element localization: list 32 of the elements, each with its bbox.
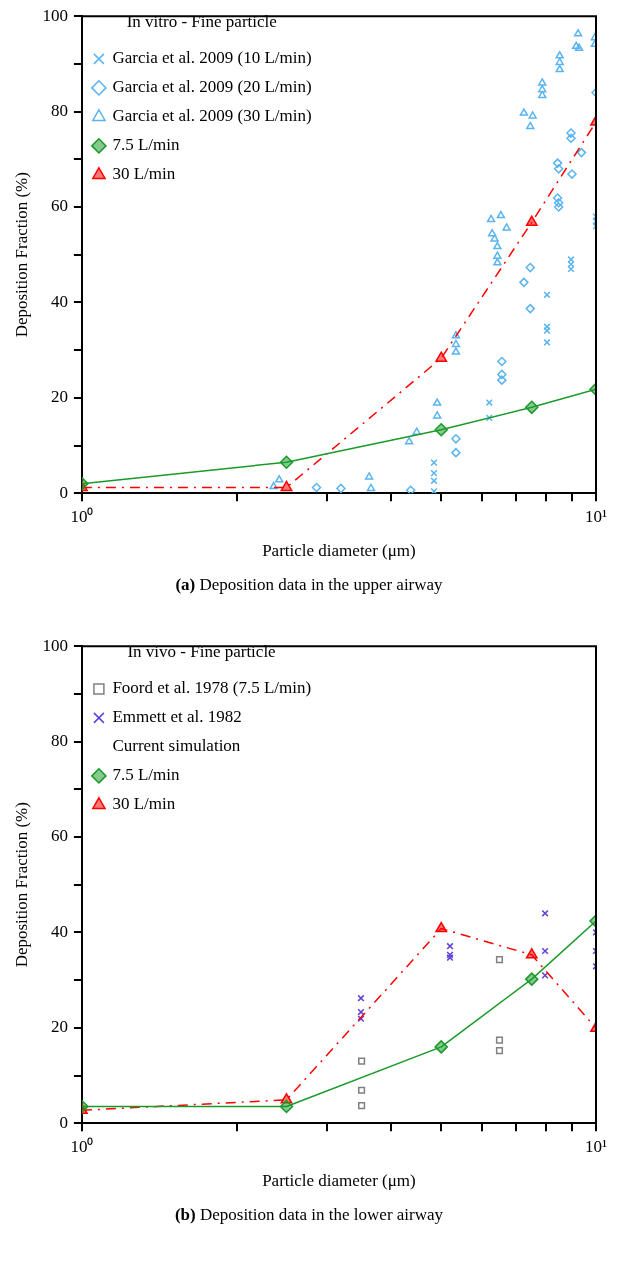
legend-label: 30 L/min xyxy=(112,794,176,814)
text: (a) Deposition data in the upper airway xyxy=(174,574,444,596)
x-axis-title: Particle diameter (μm) xyxy=(262,1171,416,1191)
y-axis-title: Deposition Fraction (%) xyxy=(11,172,31,338)
legend-label: Garcia et al. 2009 (30 L/min) xyxy=(112,106,312,126)
text: (b) Deposition data in the lower airway xyxy=(173,1204,445,1226)
x-axis-title: Particle diameter (μm) xyxy=(262,541,416,561)
y-tick-label: 100 xyxy=(42,5,68,25)
y-tick-label: 80 xyxy=(50,731,68,751)
y-tick-label: 60 xyxy=(50,196,68,216)
annotation: Current simulation xyxy=(112,736,241,756)
legend-label: 7.5 L/min xyxy=(112,135,180,155)
y-axis-title: Deposition Fraction (%) xyxy=(11,802,31,968)
x-tick-label: 10⁰ xyxy=(70,1136,94,1156)
x-tick-label: 10⁰ xyxy=(70,506,94,526)
legend-label: Emmett et al. 1982 xyxy=(112,707,242,727)
legend-label: Garcia et al. 2009 (20 L/min) xyxy=(112,77,312,97)
legend-label: 7.5 L/min xyxy=(112,765,180,785)
y-tick-label: 100 xyxy=(42,635,68,655)
y-tick-label: 0 xyxy=(59,1112,68,1132)
y-tick-label: 80 xyxy=(50,101,68,121)
legend-label: 30 L/min xyxy=(112,164,176,184)
y-tick-label: 40 xyxy=(50,291,68,311)
y-tick-label: 40 xyxy=(50,921,68,941)
y-tick-label: 20 xyxy=(50,1017,68,1037)
legend-label: Garcia et al. 2009 (10 L/min) xyxy=(112,48,312,68)
y-tick-label: 0 xyxy=(59,482,68,502)
y-tick-label: 20 xyxy=(50,387,68,407)
x-tick-label: 10¹ xyxy=(584,1136,608,1156)
legend-label: Foord et al. 1978 (7.5 L/min) xyxy=(112,678,312,698)
x-tick-label: 10¹ xyxy=(584,506,608,526)
y-tick-label: 60 xyxy=(50,826,68,846)
